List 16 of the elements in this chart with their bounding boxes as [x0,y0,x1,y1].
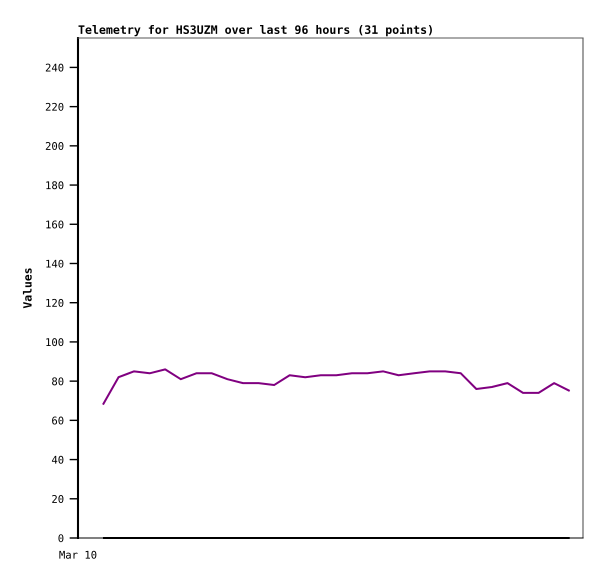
y-tick-label: 60 [52,416,64,425]
y-tick-label: 80 [52,377,64,386]
y-tick-label: 160 [46,220,64,228]
y-tick-label: 100 [46,338,64,346]
y-tick-label: 240 [46,64,64,72]
y-tick-label: 0 [58,534,64,542]
y-tick-label: 200 [46,142,64,150]
y-tick-label: 140 [46,260,64,268]
y-tick-label: 40 [52,456,64,464]
y-tick-label: 220 [46,102,64,111]
y-axis-title: Values [22,268,32,308]
chart-title: Telemetry for HS3UZM over last 96 hours (31 points) [78,24,432,36]
y-tick-label: 180 [46,181,64,190]
y-tick-label: 120 [46,298,64,307]
y-tick-label: 20 [52,494,64,503]
text: Mar 10 [59,550,96,559]
